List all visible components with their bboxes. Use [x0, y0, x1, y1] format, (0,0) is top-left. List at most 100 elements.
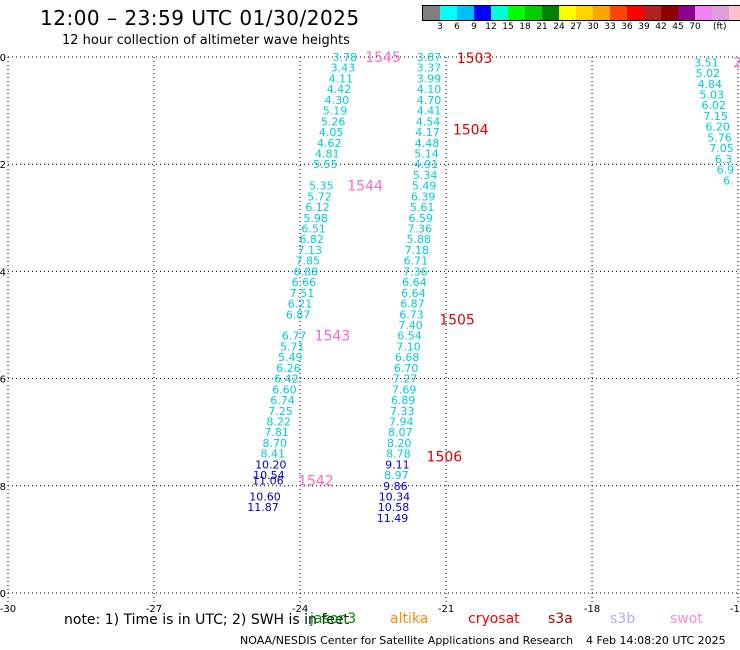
pass-time-label: 1542	[298, 473, 334, 489]
swh-value: 6.20	[705, 121, 730, 134]
legend-tick-label: 45	[672, 22, 684, 32]
altimeter-tracks: 3.783.434.114.424.305.195.264.054.624.81…	[247, 51, 734, 525]
legend-swatch	[627, 6, 644, 20]
swh-value: 5.49	[412, 180, 437, 193]
swh-value: 7.81	[264, 426, 289, 439]
legend-swatch	[491, 6, 508, 20]
color-legend: 3 6 9 12 15 18 21 24 27 30 33 36 39 42 45 70 (ft)	[422, 5, 740, 35]
swh-value: 7.69	[392, 383, 417, 396]
legend-tick-label: 42	[655, 22, 667, 32]
legend-swatch	[576, 6, 593, 20]
lon-label: -21	[438, 604, 454, 615]
swh-value: 3.51	[694, 56, 719, 69]
swh-value: 7.51	[290, 287, 315, 300]
swh-value: 4.11	[329, 72, 354, 85]
lat-label: -48	[0, 482, 6, 493]
legend-tick-label: 70	[689, 22, 701, 32]
swh-value: 7.85	[296, 255, 321, 268]
legend-tick-label: 21	[536, 22, 548, 32]
credit-date: 4 Feb 14:08:20 UTC 2025	[586, 634, 726, 647]
swh-value: 8.97	[384, 469, 409, 482]
swh-value: 4.54	[416, 115, 441, 128]
footnote: note: 1) Time is in UTC; 2) SWH is in fe…	[64, 612, 350, 628]
swh-value: 5.61	[410, 201, 435, 214]
swh-value: 6.26	[276, 362, 301, 375]
swh-value: 6.59	[408, 212, 433, 225]
legend-tick-label: 36	[621, 22, 633, 32]
lat-label: -42	[0, 160, 6, 171]
swh-value: 7.18	[405, 244, 430, 257]
swh-value: 8.22	[266, 415, 291, 428]
swh-value: 4.91	[414, 158, 439, 171]
lon-label: -30	[0, 604, 16, 615]
swh-value: 5.14	[414, 147, 439, 160]
swh-value: 5.19	[323, 105, 348, 118]
legend-tick-label: 12	[485, 22, 497, 32]
swh-value: 5.55	[313, 158, 338, 171]
lat-label: -40	[0, 53, 6, 64]
swh-value: 6.64	[402, 276, 427, 289]
mission-label: s3a	[548, 611, 573, 627]
swh-value: 9.11	[385, 458, 410, 471]
legend-swatch	[440, 6, 457, 20]
swh-value: 5.02	[696, 67, 721, 80]
swh-value: 8.20	[387, 437, 412, 450]
swh-value: 7.36	[407, 223, 432, 236]
axis-labels: -40 -42 -44 -46 -48 -50 -30 -27 -24 -21 -18 -15	[0, 53, 740, 615]
swh-value: 6.88	[294, 265, 319, 278]
swh-value: 10.60	[249, 491, 281, 504]
legend-ticks: 3 6 9 12 15 18 21 24 27 30 33 36 39 42 45 70 (ft)	[422, 21, 740, 35]
legend-tick-label: 39	[638, 22, 650, 32]
swh-value: 5.88	[407, 233, 432, 246]
swh-value: 7.10	[396, 340, 421, 353]
swh-value: 4.81	[315, 147, 340, 160]
swh-value: 8.70	[262, 437, 287, 450]
swh-value: 6.9	[717, 164, 735, 177]
swh-value: 10.58	[378, 501, 410, 514]
legend-tick-label: 9	[471, 22, 477, 32]
swh-value: 6.71	[404, 255, 429, 268]
swh-value: 8.78	[386, 448, 411, 461]
swh-value: 7.13	[298, 244, 323, 257]
swh-value: 10.20	[255, 458, 287, 471]
track-group: 3.515.024.845.036.027.156.205.767.056.36…	[694, 56, 734, 187]
legend-unit: (ft)	[713, 22, 727, 32]
pass-time-label: 2	[733, 55, 740, 71]
lon-label: -27	[146, 604, 162, 615]
swh-value: 3.87	[417, 51, 442, 64]
swh-value: 7.36	[403, 265, 428, 278]
swh-value: 6.3	[715, 153, 733, 166]
pass-time-labels: 1545 1544 1543 1542 1503 1504 1505 1506 2	[298, 50, 740, 489]
lon-label: -15	[730, 604, 740, 615]
legend-swatch	[457, 6, 474, 20]
page-subtitle: 12 hour collection of altimeter wave hei…	[62, 33, 350, 48]
swh-value: 6.87	[400, 298, 425, 311]
swh-value: 6.73	[399, 308, 424, 321]
legend-swatch	[661, 6, 678, 20]
swh-value: 7.40	[398, 319, 423, 332]
legend-tick-label: 24	[553, 22, 565, 32]
swh-value: 6.02	[701, 99, 726, 112]
legend-tick-label: 6	[454, 22, 460, 32]
swh-value: 6.12	[305, 201, 330, 214]
swh-value: 7.25	[268, 405, 293, 418]
swh-value: 3.99	[417, 72, 442, 85]
legend-swatch	[525, 6, 542, 20]
swh-value: 7.94	[389, 415, 414, 428]
swh-value: 5.76	[707, 131, 732, 144]
swh-value: 10.34	[379, 491, 411, 504]
mission-label: altika	[390, 611, 429, 627]
swh-value: 5.35	[309, 180, 334, 193]
swh-value: 5.34	[413, 169, 438, 182]
swh-value: 7.27	[393, 373, 418, 386]
swh-value: 5.72	[307, 190, 332, 203]
track-group: 3.873.373.994.104.704.414.544.174.485.14…	[377, 51, 442, 525]
swh-value: 4.42	[327, 83, 352, 96]
mission-label: s3b	[610, 611, 636, 627]
swh-value: 11.49	[377, 512, 409, 525]
swh-value: 4.84	[698, 78, 723, 91]
track-group: 3.783.434.114.424.305.195.264.054.624.81…	[247, 51, 357, 514]
swh-value: 6.66	[292, 276, 317, 289]
swh-value: 6.89	[391, 394, 416, 407]
